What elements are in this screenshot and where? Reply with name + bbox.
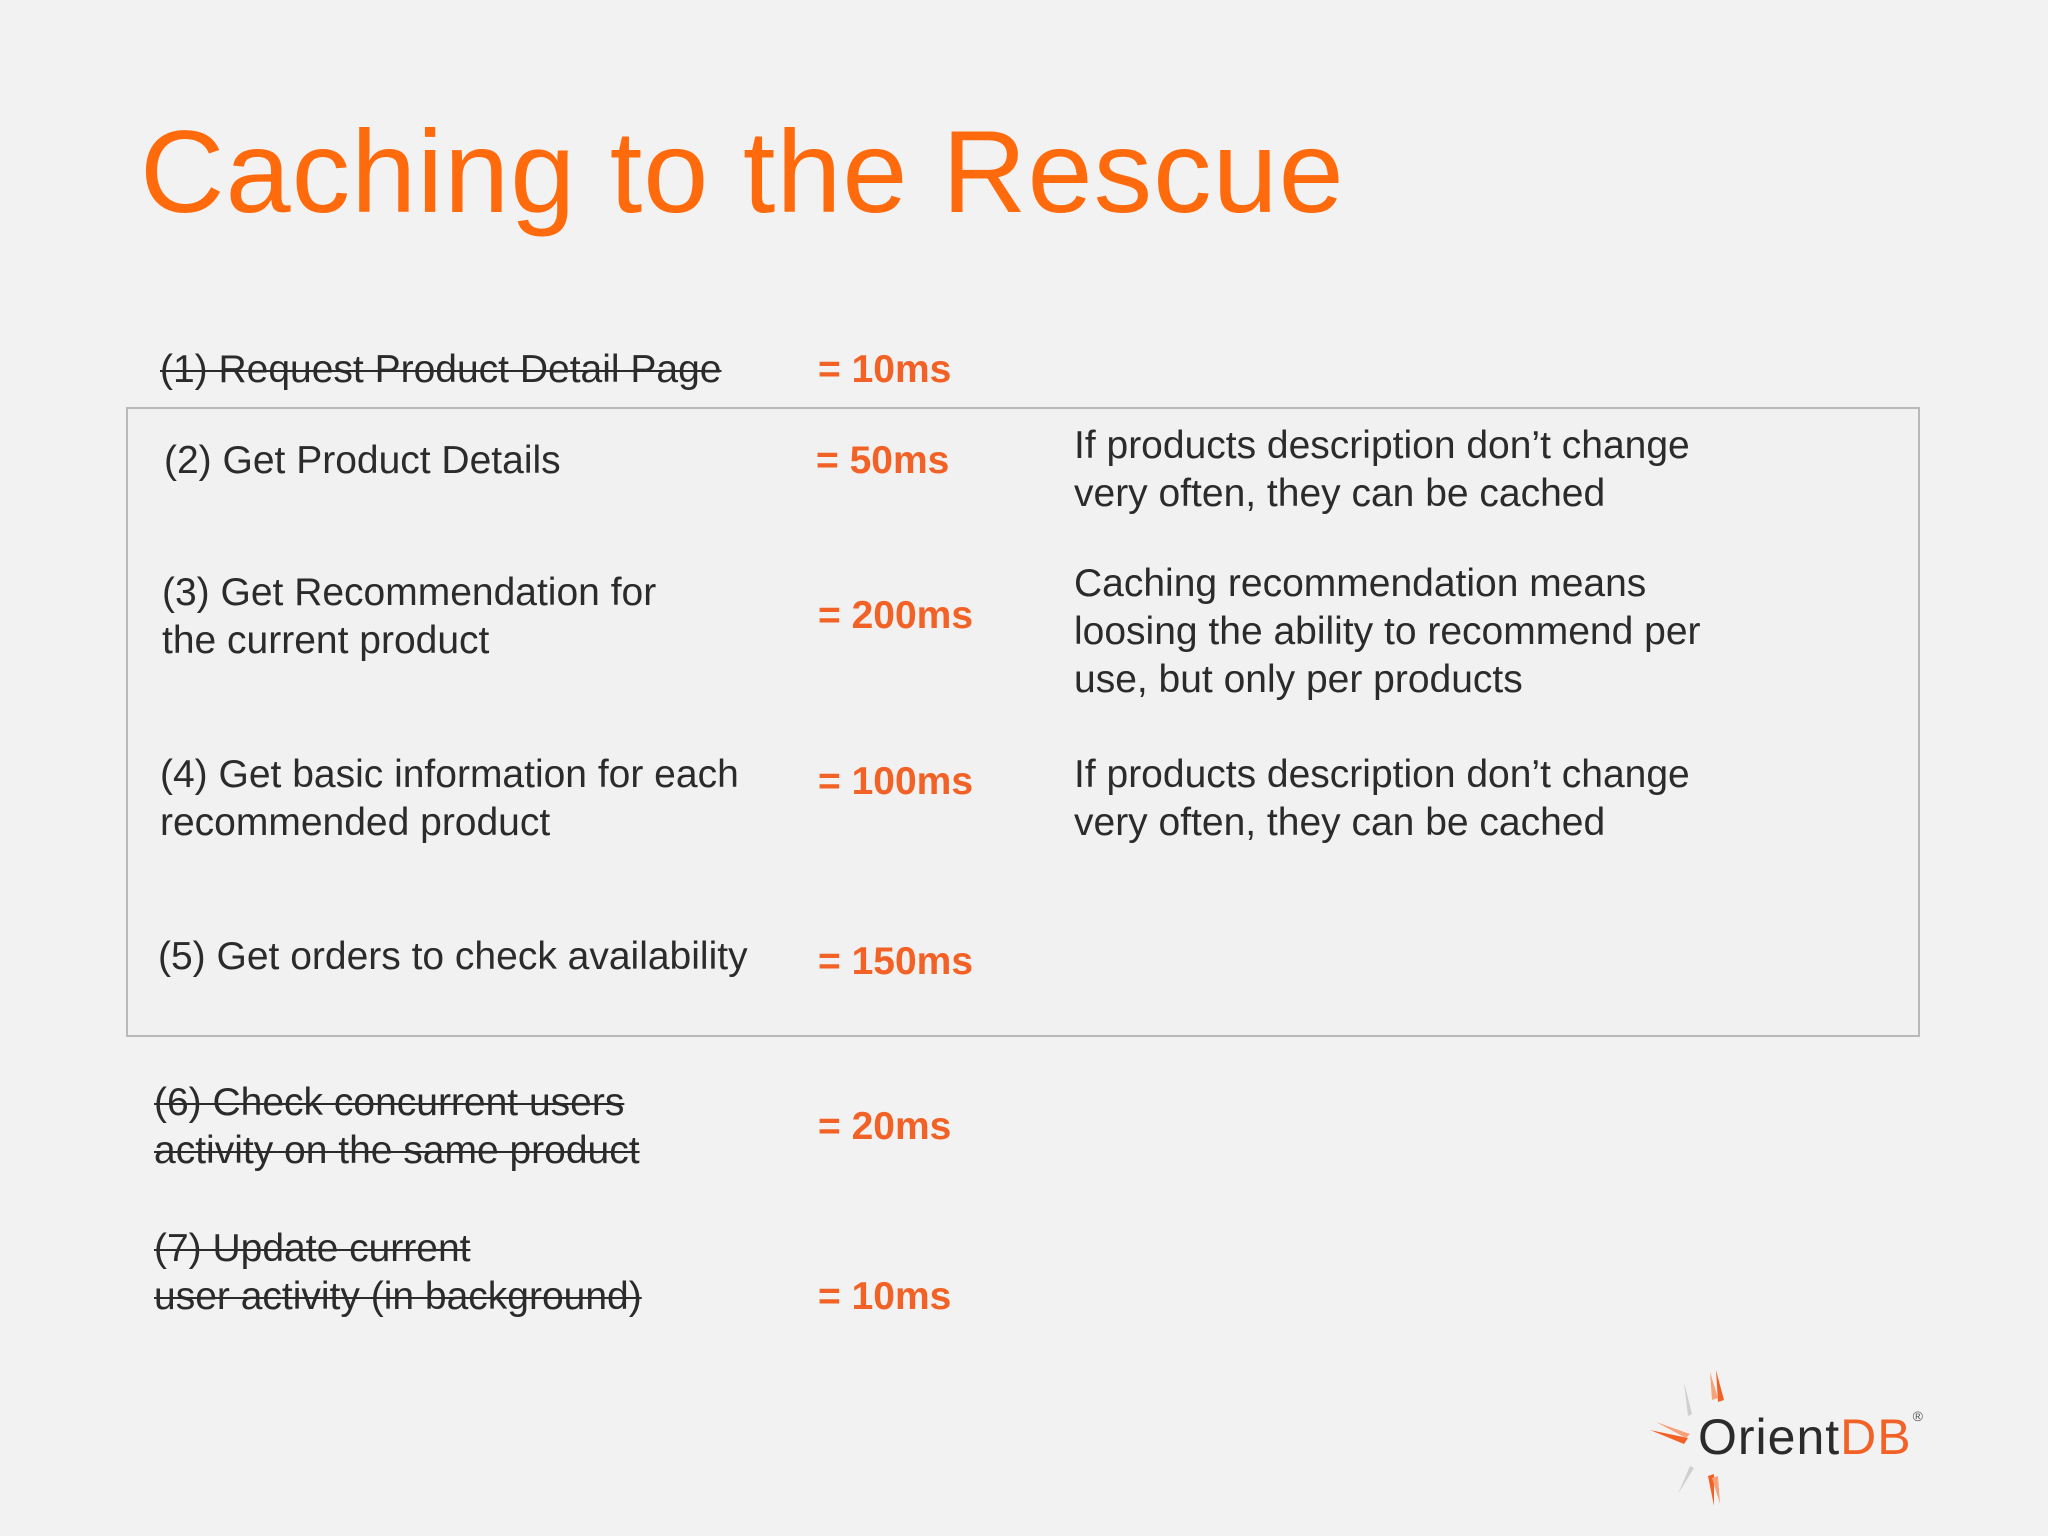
step-6-time: = 20ms	[818, 1105, 952, 1148]
step-2-note-line-1: If products description don’t change	[1074, 424, 1690, 467]
step-4-label-line-2: recommended product	[160, 801, 551, 844]
registered-mark: ®	[1912, 1408, 1924, 1424]
step-1-label-line-1: (1) Request Product Detail Page	[160, 348, 722, 391]
step-3-note-line-1: Caching recommendation means	[1074, 562, 1647, 605]
step-5-time: = 150ms	[818, 940, 974, 983]
step-4-label-line-1: (4) Get basic information for each	[160, 753, 739, 796]
orientdb-wordmark-main: Orient	[1698, 1409, 1841, 1465]
step-4-note-line-2: very often, they can be cached	[1074, 801, 1606, 844]
slide-title: Caching to the Rescue	[140, 106, 1345, 237]
orientdb-wordmark: OrientDB®	[1698, 1408, 1924, 1466]
step-2-note: If products description don’t change ver…	[1074, 422, 1690, 518]
step-4-label: (4) Get basic information for each recom…	[160, 751, 739, 847]
step-2-label-line-1: (2) Get Product Details	[164, 439, 561, 482]
step-6-label-line-2: activity on the same product	[154, 1129, 640, 1172]
step-6-label: (6) Check concurrent users activity on t…	[154, 1079, 640, 1175]
step-7-time: = 10ms	[818, 1275, 952, 1318]
step-3-label: (3) Get Recommendation for the current p…	[162, 569, 656, 665]
step-3-note-line-3: use, but only per products	[1074, 658, 1523, 701]
step-6-label-line-1: (6) Check concurrent users	[154, 1081, 625, 1124]
step-5-label-line-1: (5) Get orders to check availability	[158, 935, 748, 978]
step-3-time: = 200ms	[818, 594, 974, 637]
orientdb-star-icon	[1650, 1370, 1724, 1506]
step-4-time: = 100ms	[818, 760, 974, 803]
step-2-time: = 50ms	[816, 439, 950, 482]
step-1-time: = 10ms	[818, 348, 952, 391]
step-3-label-line-1: (3) Get Recommendation for	[162, 571, 657, 614]
step-1-label: (1) Request Product Detail Page	[160, 346, 721, 394]
step-3-note: Caching recommendation means loosing the…	[1074, 560, 1701, 704]
step-4-note: If products description don’t change ver…	[1074, 751, 1690, 847]
step-3-label-line-2: the current product	[162, 619, 490, 662]
cacheable-steps-box	[126, 407, 1920, 1037]
step-7-label: (7) Update current user activity (in bac…	[154, 1225, 642, 1321]
step-4-note-line-1: If products description don’t change	[1074, 753, 1690, 796]
orientdb-logo: OrientDB®	[1648, 1368, 1923, 1508]
step-3-note-line-2: loosing the ability to recommend per	[1074, 610, 1701, 653]
step-7-label-line-2: user activity (in background)	[154, 1275, 642, 1318]
step-7-label-line-1: (7) Update current	[154, 1227, 471, 1270]
step-2-note-line-2: very often, they can be cached	[1074, 472, 1606, 515]
step-2-label: (2) Get Product Details	[164, 437, 561, 485]
orientdb-wordmark-accent: DB	[1840, 1409, 1912, 1465]
step-5-label: (5) Get orders to check availability	[158, 933, 748, 981]
